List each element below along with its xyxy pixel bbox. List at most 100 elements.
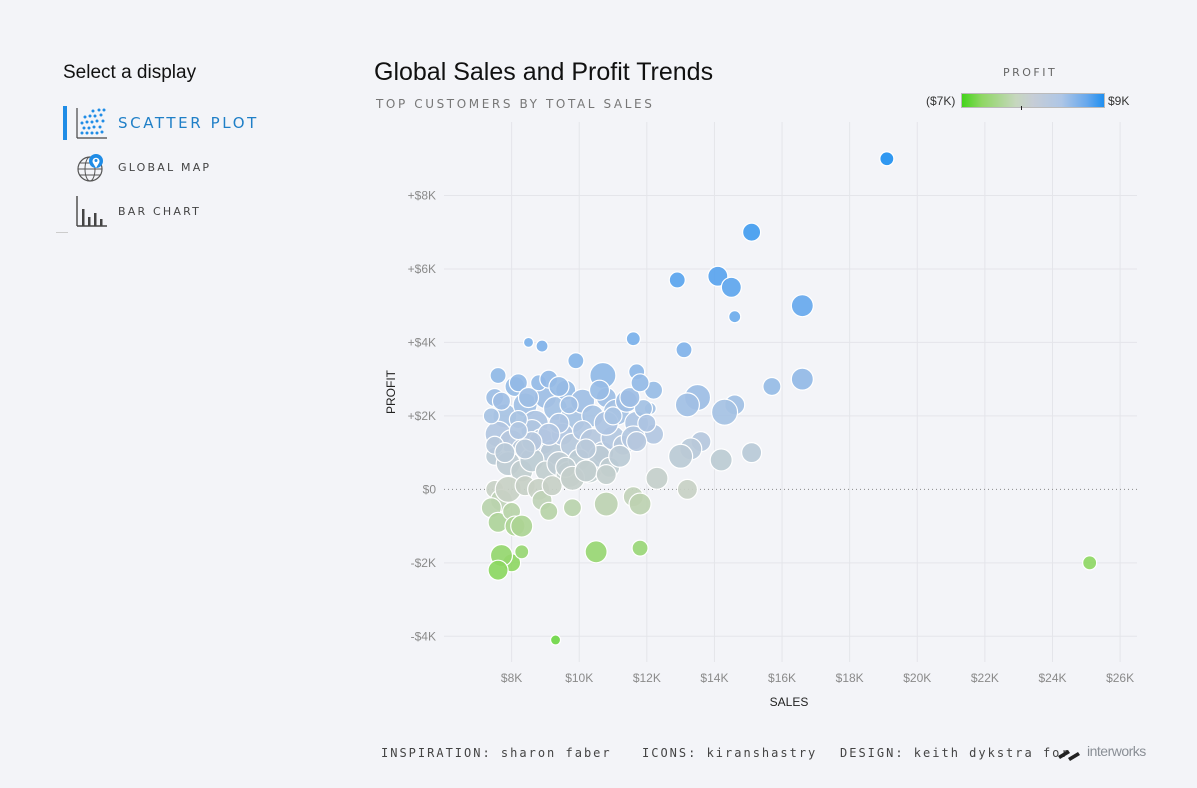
y-tick-label: +$8K: [408, 188, 436, 202]
x-axis-title: SALES: [770, 695, 809, 709]
data-point[interactable]: [482, 407, 500, 425]
data-point[interactable]: [549, 634, 562, 646]
profit-color-legend: PROFIT ($7K) $9K: [920, 64, 1140, 114]
data-point[interactable]: [790, 294, 814, 318]
legend-zero-tick: [1021, 106, 1022, 110]
y-axis-ticks: -$4K -$2K $0 +$2K +$4K +$6K +$8K: [408, 188, 437, 643]
x-tick-label: $18K: [836, 671, 864, 685]
data-point[interactable]: [741, 442, 763, 464]
data-point[interactable]: [608, 444, 632, 468]
data-point[interactable]: [567, 352, 585, 370]
interworks-logo-text[interactable]: interworks: [1087, 743, 1146, 759]
y-axis-title: PROFIT: [384, 369, 398, 414]
legend-max-label: $9K: [1108, 94, 1130, 108]
data-point[interactable]: [728, 310, 742, 324]
data-point[interactable]: [575, 438, 597, 460]
data-point[interactable]: [619, 386, 641, 409]
data-point[interactable]: [489, 366, 507, 385]
data-point[interactable]: [626, 430, 648, 453]
scatter-plot-icon: [76, 108, 107, 139]
data-point[interactable]: [630, 373, 650, 393]
x-tick-label: $20K: [903, 671, 931, 685]
nav-item-global-map[interactable]: GLOBAL MAP: [56, 148, 306, 186]
legend-min-label: ($7K): [926, 94, 956, 108]
x-tick-label: $16K: [768, 671, 796, 685]
x-tick-label: $10K: [565, 671, 593, 685]
data-point[interactable]: [593, 491, 619, 517]
data-point[interactable]: [645, 466, 669, 490]
nav-item-scatter-plot[interactable]: SCATTER PLOT: [56, 104, 306, 142]
data-point[interactable]: [668, 271, 686, 289]
data-point[interactable]: [487, 559, 509, 581]
active-indicator: [63, 106, 67, 140]
data-point[interactable]: [494, 442, 516, 464]
data-point[interactable]: [548, 375, 570, 398]
nav-label-bar-chart: BAR CHART: [118, 204, 202, 218]
data-point[interactable]: [514, 544, 530, 560]
data-point[interactable]: [522, 336, 535, 349]
y-tick-label: $0: [423, 482, 437, 496]
bar-chart-icon: [76, 196, 107, 227]
data-point[interactable]: [603, 406, 623, 426]
data-point[interactable]: [790, 367, 814, 391]
footer-inspiration: INSPIRATION: sharon faber: [381, 746, 612, 760]
selector-title: Select a display: [63, 62, 197, 83]
page-title: Global Sales and Profit Trends: [374, 58, 714, 86]
data-point[interactable]: [625, 331, 641, 347]
data-point[interactable]: [631, 539, 649, 557]
data-point[interactable]: [674, 392, 700, 418]
data-point[interactable]: [720, 276, 742, 298]
data-point[interactable]: [637, 413, 657, 433]
nav-label-global-map: GLOBAL MAP: [118, 160, 212, 174]
scatter-points: [480, 151, 1098, 646]
x-tick-label: $22K: [971, 671, 999, 685]
data-point[interactable]: [879, 151, 895, 167]
data-point[interactable]: [508, 373, 528, 393]
x-tick-label: $12K: [633, 671, 661, 685]
x-tick-label: $8K: [501, 671, 522, 685]
data-point[interactable]: [762, 376, 782, 397]
y-tick-label: -$4K: [411, 629, 436, 643]
data-point[interactable]: [668, 443, 694, 469]
data-point[interactable]: [628, 492, 652, 516]
x-axis-ticks: $8K $10K $12K $14K $16K $18K $20K $22K $24K $26K: [501, 671, 1134, 685]
data-point[interactable]: [676, 478, 698, 500]
nav-item-bar-chart[interactable]: BAR CHART: [56, 192, 306, 230]
x-tick-label: $24K: [1038, 671, 1066, 685]
data-point[interactable]: [539, 501, 559, 521]
legend-color-ramp: [961, 93, 1105, 108]
data-point[interactable]: [675, 341, 693, 359]
y-tick-label: +$4K: [408, 335, 436, 349]
data-point[interactable]: [742, 222, 762, 242]
data-point[interactable]: [491, 391, 512, 411]
x-tick-label: $14K: [700, 671, 728, 685]
data-point[interactable]: [541, 475, 563, 497]
data-point[interactable]: [559, 395, 579, 415]
data-point[interactable]: [514, 438, 536, 460]
interworks-logo-icon[interactable]: [1056, 744, 1146, 764]
globe-icon: [77, 154, 103, 182]
data-point[interactable]: [1082, 555, 1098, 571]
footer-icons: ICONS: kiranshastry: [642, 746, 818, 760]
data-point[interactable]: [595, 464, 617, 486]
data-point[interactable]: [709, 448, 733, 472]
sidebar-divider: [56, 232, 68, 233]
nav-label-scatter-plot: SCATTER PLOT: [118, 114, 259, 132]
data-point[interactable]: [588, 379, 611, 401]
data-point[interactable]: [710, 398, 739, 426]
legend-title: PROFIT: [1003, 66, 1058, 79]
footer-design: DESIGN: keith dykstra for: [840, 746, 1071, 760]
y-tick-label: +$2K: [408, 409, 436, 423]
data-point[interactable]: [517, 386, 540, 409]
data-point[interactable]: [562, 498, 583, 518]
x-tick-label: $26K: [1106, 671, 1134, 685]
data-point[interactable]: [535, 339, 549, 353]
data-point[interactable]: [508, 420, 528, 441]
data-point[interactable]: [574, 459, 598, 483]
data-point[interactable]: [510, 514, 534, 538]
data-point[interactable]: [584, 540, 608, 564]
page-subtitle: TOP CUSTOMERS BY TOTAL SALES: [376, 97, 655, 111]
y-tick-label: +$6K: [408, 262, 436, 276]
y-tick-label: -$2K: [411, 556, 436, 570]
